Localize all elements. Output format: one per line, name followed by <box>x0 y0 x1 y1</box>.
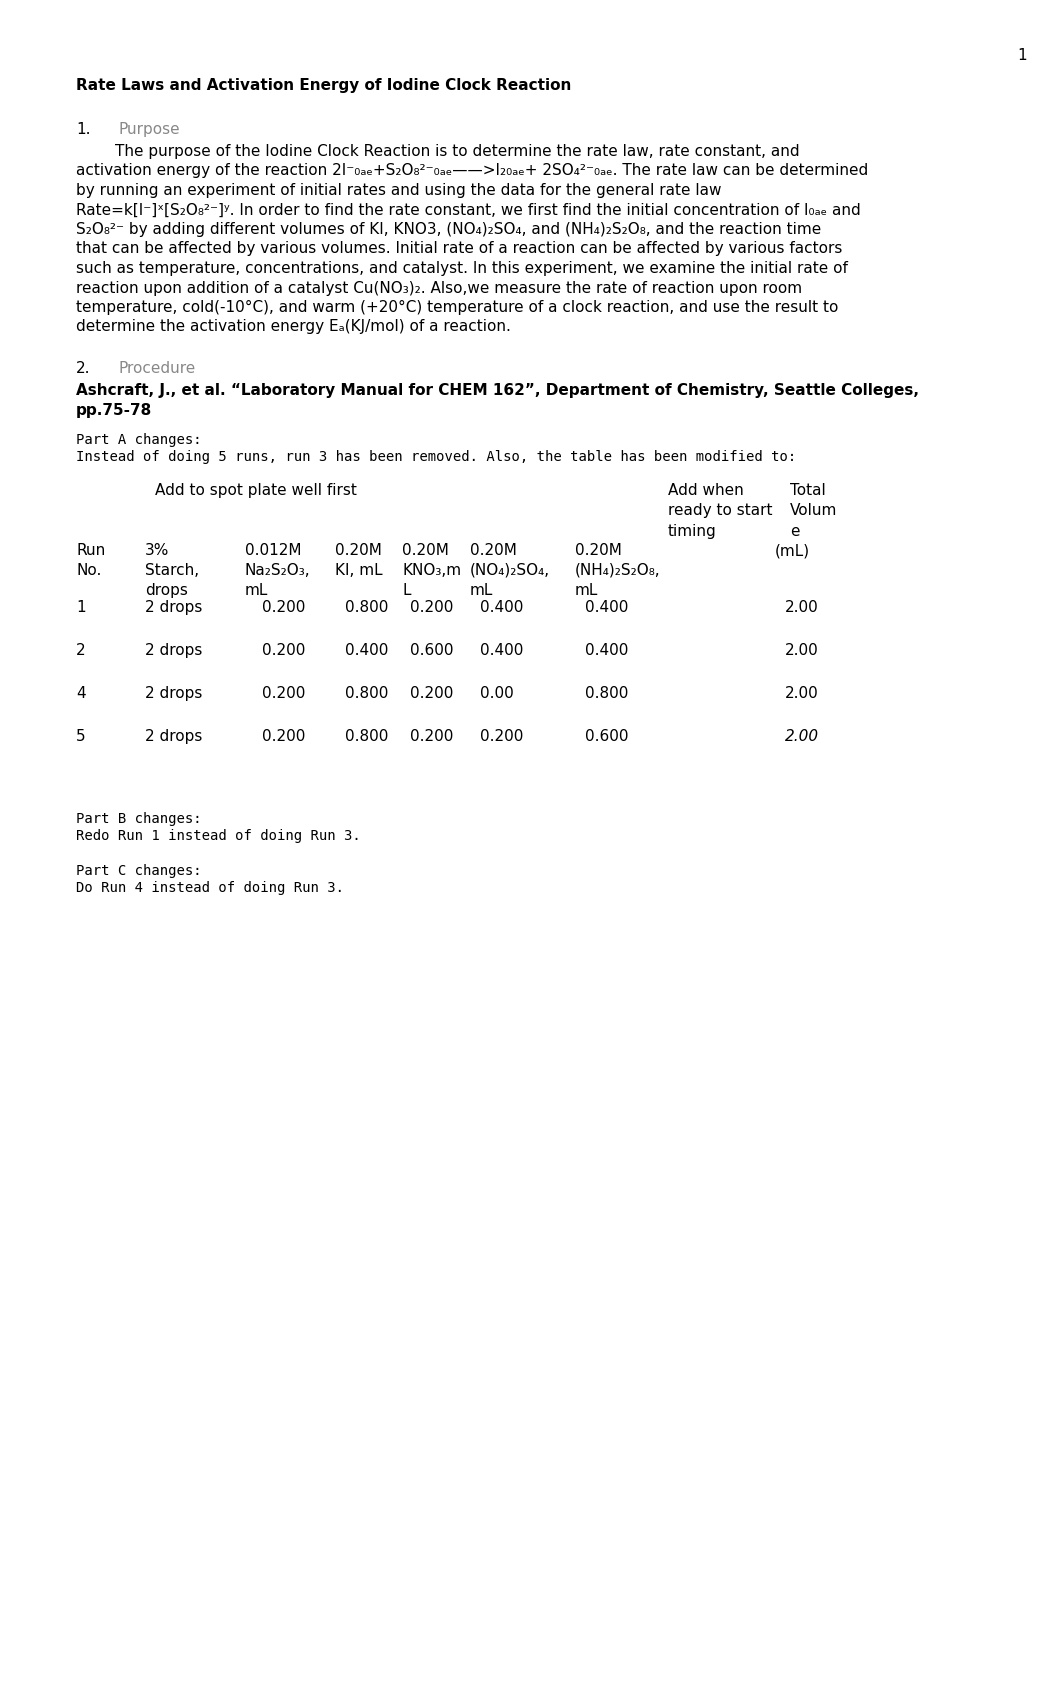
Text: 0.012M
Na₂S₂O₃,
mL: 0.012M Na₂S₂O₃, mL <box>245 543 310 597</box>
Text: (mL): (mL) <box>775 543 810 558</box>
Text: Rate Laws and Activation Energy of Iodine Clock Reaction: Rate Laws and Activation Energy of Iodin… <box>76 78 571 93</box>
Text: 0.200: 0.200 <box>262 642 306 658</box>
Text: 2 drops: 2 drops <box>145 728 203 744</box>
Text: temperature, cold(-10°C), and warm (+20°C) temperature of a clock reaction, and : temperature, cold(-10°C), and warm (+20°… <box>76 300 838 315</box>
Text: determine the activation energy Eₐ(KJ/mol) of a reaction.: determine the activation energy Eₐ(KJ/mo… <box>76 320 511 334</box>
Text: 0.400: 0.400 <box>585 600 629 615</box>
Text: Run
No.: Run No. <box>76 543 105 578</box>
Text: Rate=k[I⁻]ˣ[S₂O₈²⁻]ʸ. In order to find the rate constant, we first find the init: Rate=k[I⁻]ˣ[S₂O₈²⁻]ʸ. In order to find t… <box>76 202 860 217</box>
Text: 2: 2 <box>76 642 86 658</box>
Text: 0.800: 0.800 <box>585 686 629 701</box>
Text: 0.20M
KNO₃,m
L: 0.20M KNO₃,m L <box>402 543 461 597</box>
Text: 0.20M
(NO₄)₂SO₄,
mL: 0.20M (NO₄)₂SO₄, mL <box>470 543 550 597</box>
Text: 1.: 1. <box>76 121 90 137</box>
Text: Instead of doing 5 runs, run 3 has been removed. Also, the table has been modifi: Instead of doing 5 runs, run 3 has been … <box>76 450 796 464</box>
Text: Add when
ready to start
timing: Add when ready to start timing <box>668 482 772 540</box>
Text: The purpose of the Iodine Clock Reaction is to determine the rate law, rate cons: The purpose of the Iodine Clock Reaction… <box>76 143 800 158</box>
Text: Add to spot plate well first: Add to spot plate well first <box>155 482 357 497</box>
Text: Total
Volum
e: Total Volum e <box>790 482 837 540</box>
Text: Part B changes:: Part B changes: <box>76 813 202 826</box>
Text: 2 drops: 2 drops <box>145 642 203 658</box>
Text: 2.00: 2.00 <box>785 728 819 744</box>
Text: such as temperature, concentrations, and catalyst. In this experiment, we examin: such as temperature, concentrations, and… <box>76 261 847 277</box>
Text: S₂O₈²⁻ by adding different volumes of KI, KNO3, (NO₄)₂SO₄, and (NH₄)₂S₂O₈, and t: S₂O₈²⁻ by adding different volumes of KI… <box>76 223 821 238</box>
Text: 0.800: 0.800 <box>345 728 389 744</box>
Text: Redo Run 1 instead of doing Run 3.: Redo Run 1 instead of doing Run 3. <box>76 830 361 843</box>
Text: Part C changes:: Part C changes: <box>76 863 202 878</box>
Text: 1: 1 <box>1017 47 1027 62</box>
Text: Part A changes:: Part A changes: <box>76 433 202 447</box>
Text: 0.200: 0.200 <box>480 728 524 744</box>
Text: 2.00: 2.00 <box>785 600 819 615</box>
Text: 5: 5 <box>76 728 86 744</box>
Text: 0.400: 0.400 <box>480 600 524 615</box>
Text: 4: 4 <box>76 686 86 701</box>
Text: 0.200: 0.200 <box>410 728 453 744</box>
Text: 2.00: 2.00 <box>785 642 819 658</box>
Text: 0.200: 0.200 <box>410 686 453 701</box>
Text: 2.: 2. <box>76 361 90 376</box>
Text: 0.200: 0.200 <box>262 686 306 701</box>
Text: 0.800: 0.800 <box>345 600 389 615</box>
Text: 0.200: 0.200 <box>262 728 306 744</box>
Text: 0.400: 0.400 <box>585 642 629 658</box>
Text: Ashcraft, J., et al. “Laboratory Manual for CHEM 162”, Department of Chemistry, : Ashcraft, J., et al. “Laboratory Manual … <box>76 383 919 398</box>
Text: pp.75-78: pp.75-78 <box>76 403 152 418</box>
Text: 0.200: 0.200 <box>410 600 453 615</box>
Text: Purpose: Purpose <box>118 121 179 137</box>
Text: Do Run 4 instead of doing Run 3.: Do Run 4 instead of doing Run 3. <box>76 882 344 895</box>
Text: 0.800: 0.800 <box>345 686 389 701</box>
Text: 2 drops: 2 drops <box>145 600 203 615</box>
Text: 0.600: 0.600 <box>585 728 629 744</box>
Text: 2 drops: 2 drops <box>145 686 203 701</box>
Text: 2.00: 2.00 <box>785 686 819 701</box>
Text: 0.20M
(NH₄)₂S₂O₈,
mL: 0.20M (NH₄)₂S₂O₈, mL <box>575 543 661 597</box>
Text: that can be affected by various volumes. Initial rate of a reaction can be affec: that can be affected by various volumes.… <box>76 241 842 256</box>
Text: 0.400: 0.400 <box>480 642 524 658</box>
Text: 0.400: 0.400 <box>345 642 389 658</box>
Text: reaction upon addition of a catalyst Cu(NO₃)₂. Also,we measure the rate of react: reaction upon addition of a catalyst Cu(… <box>76 280 802 295</box>
Text: by running an experiment of initial rates and using the data for the general rat: by running an experiment of initial rate… <box>76 184 721 197</box>
Text: 0.00: 0.00 <box>480 686 514 701</box>
Text: Procedure: Procedure <box>118 361 195 376</box>
Text: 0.200: 0.200 <box>262 600 306 615</box>
Text: 0.20M
KI, mL: 0.20M KI, mL <box>335 543 382 578</box>
Text: 0.600: 0.600 <box>410 642 453 658</box>
Text: activation energy of the reaction 2I⁻₀ₐₑ+S₂O₈²⁻₀ₐₑ——>I₂₀ₐₑ+ 2SO₄²⁻₀ₐₑ. The rate : activation energy of the reaction 2I⁻₀ₐₑ… <box>76 164 869 179</box>
Text: 3%
Starch,
drops: 3% Starch, drops <box>145 543 200 597</box>
Text: 1: 1 <box>76 600 86 615</box>
